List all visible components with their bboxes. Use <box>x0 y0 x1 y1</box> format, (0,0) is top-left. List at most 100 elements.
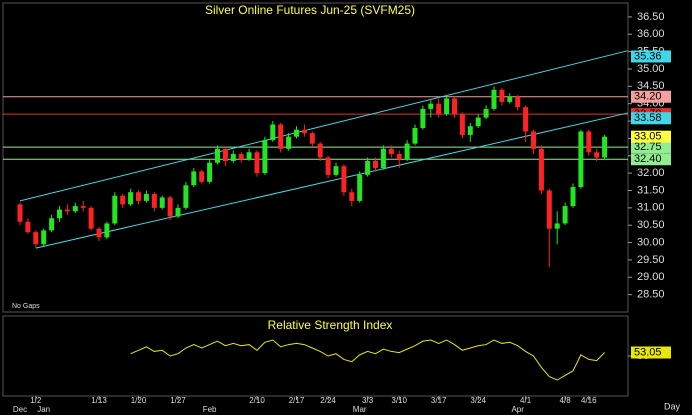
channel-marker-label: 35.36 <box>634 50 662 62</box>
candle-body <box>262 140 268 174</box>
candle-body <box>270 124 276 141</box>
candle-body <box>120 195 126 205</box>
candle-body <box>167 197 173 217</box>
x-tick-label: 2/17 <box>289 396 305 405</box>
candle-body <box>483 108 489 118</box>
y-tick-label: 35.00 <box>637 63 665 75</box>
candle-body <box>515 96 521 108</box>
candle-body <box>420 108 426 128</box>
candle-body <box>333 166 339 175</box>
candle-body <box>467 126 473 135</box>
y-tick-label: 31.50 <box>637 184 665 196</box>
candle-body <box>301 129 307 134</box>
candle-body <box>286 136 292 149</box>
x-tick-label: 4/16 <box>581 396 597 405</box>
channel-line <box>35 112 629 249</box>
y-tick-label: 29.00 <box>637 271 665 283</box>
candle-body <box>128 192 134 205</box>
candle-body <box>452 98 457 115</box>
y-tick-label: 36.00 <box>637 28 665 40</box>
candle-body <box>349 192 355 201</box>
candle-body <box>546 190 552 229</box>
candle-body <box>594 152 600 158</box>
last-price-marker-box <box>631 130 671 143</box>
candle-body <box>357 174 363 201</box>
rsi-marker-box <box>631 346 671 359</box>
candle-body <box>230 154 236 161</box>
candle-body <box>64 209 70 212</box>
last-price-marker-label: 33.05 <box>634 131 662 143</box>
level-marker-label: 32.75 <box>634 141 662 153</box>
candle-body <box>49 218 55 231</box>
candle-body <box>112 195 118 224</box>
channel-marker-label: 33.58 <box>634 112 662 124</box>
rsi-panel <box>2 315 629 397</box>
x-tick-label: 2/10 <box>249 396 265 405</box>
candle-body <box>428 103 434 109</box>
candle-body <box>538 148 544 191</box>
candle-body <box>183 185 189 208</box>
y-tick-label: 30.00 <box>637 236 665 248</box>
rsi-title: Relative Strength Index <box>268 318 393 332</box>
candle-body <box>215 148 220 163</box>
candle-body <box>341 166 347 193</box>
x-tick-label: 1/2 <box>30 396 42 405</box>
x-tick-label: 3/10 <box>391 396 407 405</box>
candle-body <box>586 131 592 153</box>
candle-body <box>578 131 584 188</box>
candle-body <box>246 152 252 160</box>
candle-body <box>17 204 23 222</box>
x-month-label: Apr <box>511 405 524 414</box>
candle-body <box>562 206 568 224</box>
x-month-label: Jan <box>37 405 50 414</box>
x-tick-label: 2/24 <box>320 396 336 405</box>
candle-body <box>380 148 386 168</box>
x-tick-label: 3/3 <box>362 396 374 405</box>
y-tick-label: 29.50 <box>637 254 665 266</box>
y-tick-label: 31.00 <box>637 202 665 214</box>
x-tick-label: 3/17 <box>431 396 447 405</box>
y-tick-label: 30.50 <box>637 219 665 231</box>
y-tick-label: 28.50 <box>637 289 665 301</box>
chart-title: Silver Online Futures Jun-25 (SVFM25) <box>205 3 415 17</box>
x-tick-label: 1/20 <box>131 396 147 405</box>
candle-body <box>491 89 497 109</box>
candle-body <box>309 133 315 144</box>
candle-body <box>151 193 157 208</box>
y-tick-label: 32.00 <box>637 167 665 179</box>
candle-body <box>278 124 284 149</box>
candle-body <box>222 148 228 161</box>
candle-body <box>499 89 505 102</box>
candle-body <box>365 160 371 175</box>
candle-body <box>57 209 62 219</box>
price-panel <box>2 2 629 313</box>
level-marker-box <box>631 141 671 154</box>
candle-body <box>444 98 450 115</box>
candle-body <box>475 117 481 127</box>
x-tick-label: 3/24 <box>470 396 486 405</box>
level-marker-label: 34.20 <box>634 91 662 103</box>
candle-body <box>373 160 378 168</box>
candle-body <box>507 96 513 102</box>
y-tick-label: 34.50 <box>637 80 665 92</box>
candle-body <box>459 114 465 135</box>
candle-body <box>143 193 149 201</box>
level-marker-box <box>631 153 671 166</box>
candle-body <box>254 152 260 174</box>
channel-marker-box <box>631 112 671 125</box>
candle-body <box>412 127 418 144</box>
candle-body <box>33 232 39 245</box>
candle-body <box>602 136 608 158</box>
candle-body <box>199 171 205 182</box>
candle-body <box>531 131 536 149</box>
candle-body <box>136 192 141 201</box>
rsi-marker-label: 53.05 <box>634 346 662 358</box>
candle-body <box>72 206 78 212</box>
candle-body <box>96 228 102 238</box>
candle-body <box>25 221 31 233</box>
x-month-label: Feb <box>203 405 217 414</box>
candle-body <box>570 187 576 207</box>
candle-body <box>404 143 410 160</box>
note: No Gaps <box>12 303 40 310</box>
